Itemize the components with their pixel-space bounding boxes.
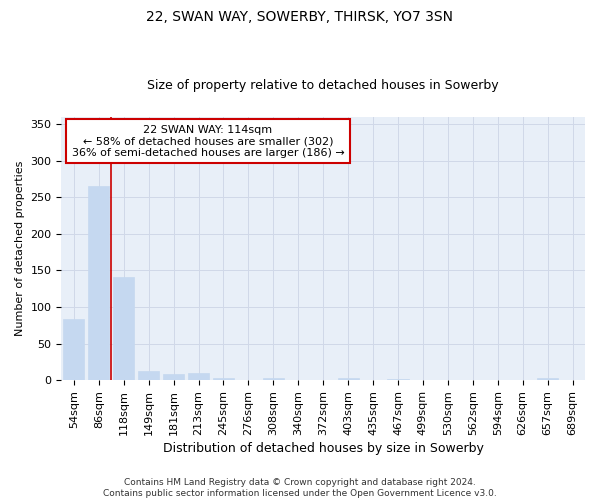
- Bar: [213, 378, 234, 380]
- Text: 22 SWAN WAY: 114sqm
← 58% of detached houses are smaller (302)
36% of semi-detac: 22 SWAN WAY: 114sqm ← 58% of detached ho…: [71, 124, 344, 158]
- Bar: [537, 378, 558, 380]
- Bar: [113, 277, 134, 380]
- Bar: [63, 320, 85, 380]
- Text: 22, SWAN WAY, SOWERBY, THIRSK, YO7 3SN: 22, SWAN WAY, SOWERBY, THIRSK, YO7 3SN: [146, 10, 454, 24]
- Title: Size of property relative to detached houses in Sowerby: Size of property relative to detached ho…: [148, 79, 499, 92]
- Bar: [138, 370, 159, 380]
- X-axis label: Distribution of detached houses by size in Sowerby: Distribution of detached houses by size …: [163, 442, 484, 455]
- Bar: [188, 373, 209, 380]
- Bar: [88, 186, 109, 380]
- Bar: [263, 378, 284, 380]
- Y-axis label: Number of detached properties: Number of detached properties: [15, 161, 25, 336]
- Bar: [338, 378, 359, 380]
- Text: Contains HM Land Registry data © Crown copyright and database right 2024.
Contai: Contains HM Land Registry data © Crown c…: [103, 478, 497, 498]
- Bar: [388, 378, 409, 380]
- Bar: [163, 374, 184, 380]
